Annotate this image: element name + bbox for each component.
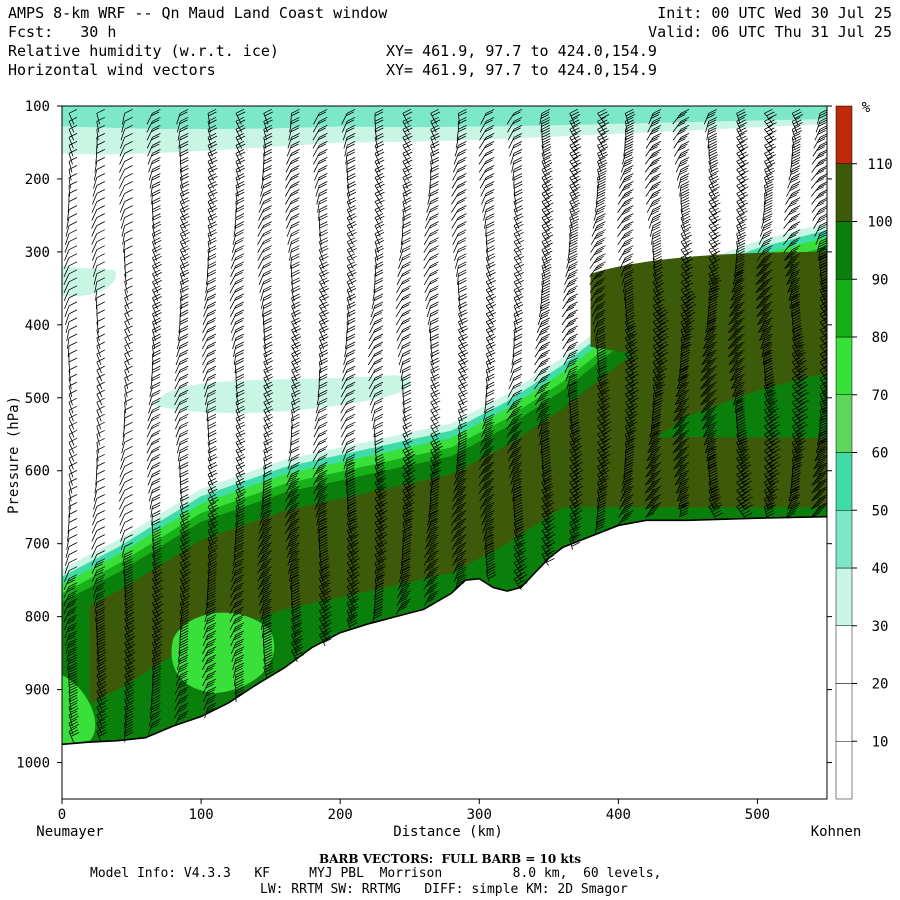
x-tick-label: 200 xyxy=(328,807,353,823)
x-tick-label: 400 xyxy=(606,807,631,823)
y-tick-label: 900 xyxy=(25,683,50,699)
wind-barb-column xyxy=(367,108,388,622)
wind-barb-column xyxy=(340,108,360,630)
section-coords-1: XY= 461.9, 97.7 to 424.0,154.9 xyxy=(386,42,657,60)
terrain-mask xyxy=(62,515,827,799)
colorbar-swatch xyxy=(835,452,853,511)
wind-barb-column xyxy=(63,108,80,743)
rh-patch-left xyxy=(62,266,116,297)
colorbar-label: 10 xyxy=(872,734,889,750)
wind-barbs xyxy=(63,108,827,743)
wind-barb-column xyxy=(644,108,669,518)
wind-barb-column xyxy=(229,108,246,703)
wind-barb-column xyxy=(506,108,528,590)
y-axis: 100 200 300 400 500 600 700 800 900 1000 xyxy=(16,99,832,772)
forecast-hour: Fcst: 30 h xyxy=(8,23,117,41)
colorbar: 10 20 30 40 50 60 70 80 90 100 110 xyxy=(835,105,893,800)
colorbar-label: 80 xyxy=(872,330,889,346)
colorbar-label: 20 xyxy=(872,677,889,693)
colorbar-label: 100 xyxy=(867,215,892,231)
section-coords-2: XY= 461.9, 97.7 to 424.0,154.9 xyxy=(386,61,657,79)
wind-barb-column xyxy=(561,108,584,550)
colorbar-swatch xyxy=(835,221,853,280)
y-tick-label: 800 xyxy=(25,610,50,626)
y-tick-label: 500 xyxy=(25,391,50,407)
field-name-wind: Horizontal wind vectors xyxy=(8,61,216,79)
colorbar-swatch xyxy=(835,683,853,742)
colorbar-swatch xyxy=(835,336,853,395)
init-time: Init: 00 UTC Wed 30 Jul 25 xyxy=(657,4,892,22)
left-endpoint-label: Neumayer xyxy=(36,824,103,840)
wind-barb-column xyxy=(783,108,809,518)
y-axis-label: Pressure (hPa) xyxy=(6,396,22,514)
wind-barb-column xyxy=(201,108,219,719)
wind-barb-column xyxy=(395,108,416,614)
y-tick-label: 200 xyxy=(25,172,50,188)
wind-barb-column xyxy=(755,108,781,518)
wind-barb-column xyxy=(91,108,108,743)
model-info-line2: LW: RRTM SW: RRTMG DIFF: simple KM: 2D S… xyxy=(260,882,628,897)
model-title: AMPS 8-km WRF -- Qn Maud Land Coast wind… xyxy=(8,4,388,22)
y-tick-label: 400 xyxy=(25,318,50,334)
colorbar-swatch xyxy=(835,105,853,164)
wind-barb-column xyxy=(146,108,164,735)
colorbar-swatch xyxy=(835,163,853,222)
rh-layer-110 xyxy=(89,273,827,705)
colorbar-swatch xyxy=(835,741,853,800)
wind-barb-column xyxy=(700,108,723,518)
colorbar-swatch xyxy=(835,625,853,684)
wind-barb-column xyxy=(257,108,275,679)
colorbar-label: 60 xyxy=(872,446,889,462)
x-tick-label: 100 xyxy=(188,807,213,823)
y-tick-label: 1000 xyxy=(16,756,50,772)
y-tick-label: 600 xyxy=(25,464,50,480)
terrain-line xyxy=(62,515,827,746)
valid-time: Valid: 06 UTC Thu 31 Jul 25 xyxy=(648,23,892,41)
wind-barb-column xyxy=(284,108,304,663)
y-tick-label: 100 xyxy=(25,99,50,115)
wind-barb-column xyxy=(727,108,753,518)
y-tick-label: 700 xyxy=(25,537,50,553)
x-axis-label: Distance (km) xyxy=(393,824,503,840)
wind-barb-column xyxy=(118,108,136,743)
wind-barb-column xyxy=(423,108,443,606)
colorbar-label: 40 xyxy=(872,561,889,577)
x-tick-label: 300 xyxy=(467,807,492,823)
wind-barb-column xyxy=(617,108,640,526)
wind-barb-column xyxy=(534,108,556,566)
rh-plateau-lower xyxy=(548,436,827,508)
colorbar-label: 50 xyxy=(872,503,889,519)
wind-barb-column xyxy=(174,108,192,727)
rh-lower-pocket xyxy=(171,612,275,694)
terrain-fill xyxy=(62,516,827,799)
wind-barb-column xyxy=(672,108,697,518)
x-tick-label: 0 xyxy=(58,807,66,823)
wind-barb-column xyxy=(810,109,827,518)
colorbar-label: 30 xyxy=(872,619,889,635)
model-info-line1: Model Info: V4.3.3 KF MYJ PBL Morrison 8… xyxy=(90,866,662,881)
colorbar-label: 70 xyxy=(872,388,889,404)
colorbar-swatch xyxy=(835,279,853,338)
wind-barb-column xyxy=(589,108,612,534)
colorbar-label: 90 xyxy=(872,272,889,288)
wind-barb-column xyxy=(478,108,497,582)
field-name-rh: Relative humidity (w.r.t. ice) xyxy=(8,42,279,60)
wind-barb-column xyxy=(312,108,332,647)
colorbar-swatch xyxy=(835,567,853,626)
barb-legend: BARB VECTORS: FULL BARB = 10 kts xyxy=(318,852,582,866)
colorbar-swatch xyxy=(835,510,853,569)
x-tick-label: 500 xyxy=(745,807,770,823)
plot-frame xyxy=(61,105,828,800)
colorbar-unit: % xyxy=(862,100,871,116)
rh-band-upper-core xyxy=(62,106,827,130)
rh-band-mid xyxy=(152,375,411,414)
y-tick-label: 300 xyxy=(25,245,50,261)
colorbar-label: 110 xyxy=(867,157,892,173)
colorbar-swatch xyxy=(835,394,853,453)
wind-barb-column xyxy=(450,108,469,590)
x-axis: 0 100 200 300 400 500 xyxy=(58,799,770,823)
right-endpoint-label: Kohnen xyxy=(811,824,862,840)
